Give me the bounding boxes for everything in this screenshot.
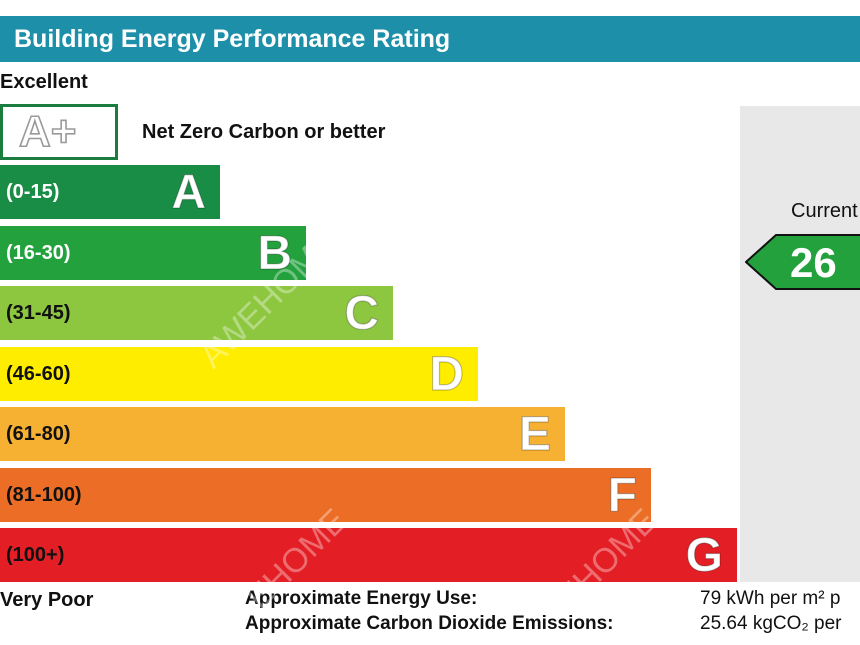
band-range-label: (61-80) (6, 423, 71, 445)
excellent-label: Excellent (0, 71, 88, 93)
current-label: Current (791, 200, 858, 222)
band-d: (46-60) D (0, 346, 478, 401)
band-e: (61-80) E (0, 407, 565, 462)
band-g: (100+) G (0, 528, 737, 583)
band-letter: E (518, 407, 551, 461)
band-c: (31-45) C (0, 286, 393, 341)
band-a: (0-15) A (0, 165, 220, 220)
chart-title: Building Energy Performance Rating (0, 16, 860, 62)
band-b: (16-30) B (0, 225, 306, 280)
energy-use-value: 79 kWh per m² p (700, 588, 841, 609)
current-rating-value: 26 (790, 239, 837, 286)
band-letter: B (257, 226, 293, 280)
current-rating-panel (740, 106, 860, 582)
band-range-label: (46-60) (6, 362, 71, 385)
band-f: (81-100) F (0, 467, 651, 522)
band-letter: G (685, 528, 724, 582)
co2-emissions-label: Approximate Carbon Dioxide Emissions: (245, 613, 614, 634)
current-rating-arrow (745, 234, 860, 290)
co2-emissions-value: 25.64 kgCO₂ per (700, 613, 842, 634)
band-range-label: (31-45) (6, 302, 71, 324)
aplus-letter: A+ (18, 106, 77, 157)
band-range-label: (16-30) (6, 241, 71, 264)
band-range-label: (100+) (6, 544, 65, 566)
band-range-label: (0-15) (6, 181, 60, 203)
band-range-label: (81-100) (6, 483, 82, 506)
band-letter: C (344, 286, 380, 340)
band-letter: F (607, 468, 638, 522)
band-letter: A (171, 165, 207, 219)
aplus-band: A+ (0, 104, 118, 160)
energy-use-label: Approximate Energy Use: (245, 588, 478, 609)
band-letter: D (429, 347, 465, 401)
aplus-description: Net Zero Carbon or better (142, 121, 386, 143)
very-poor-label: Very Poor (0, 589, 94, 611)
